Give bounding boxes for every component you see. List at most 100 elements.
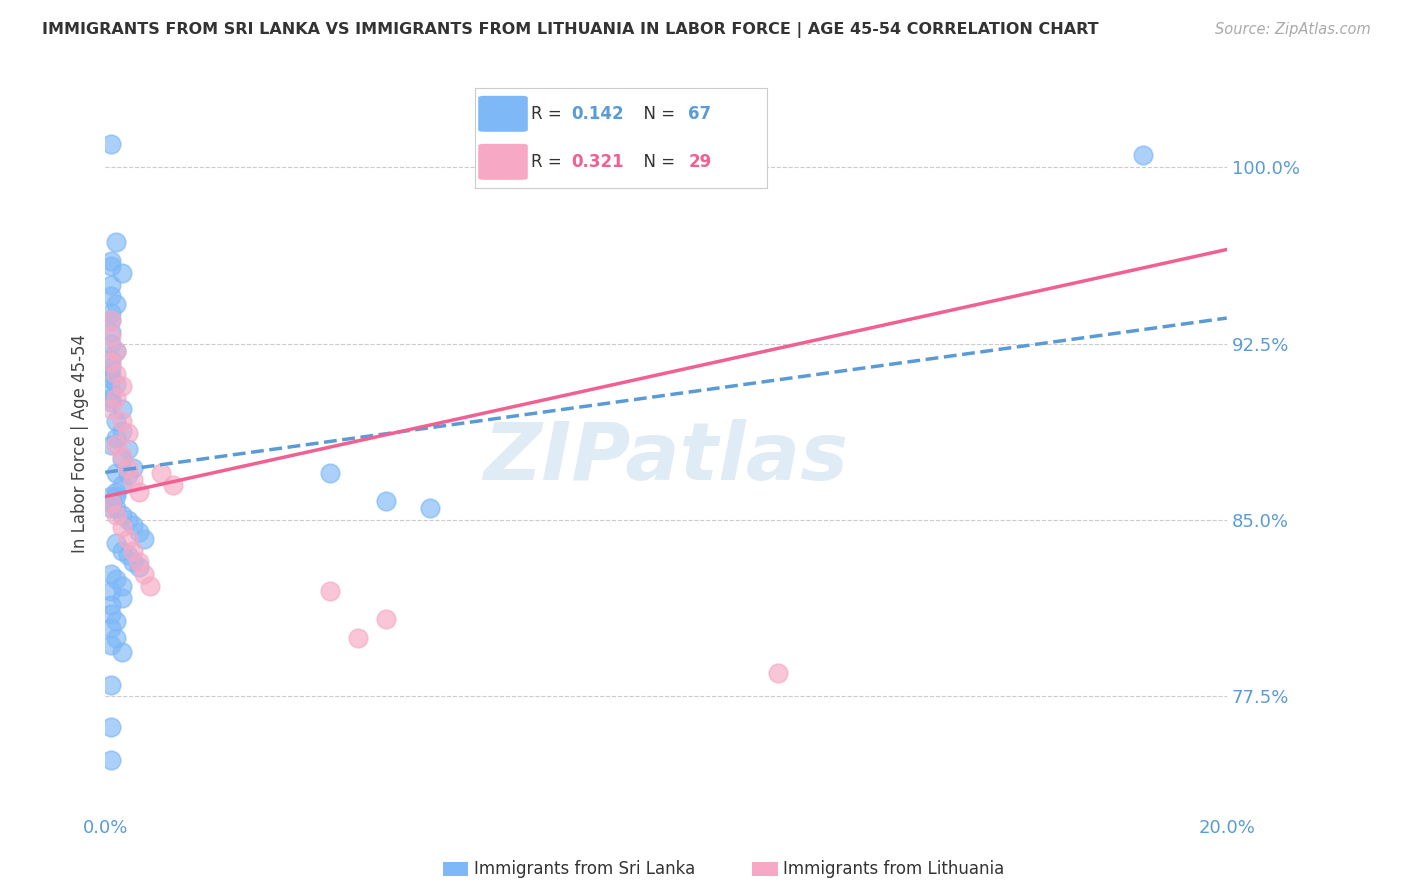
Point	[139, 579, 162, 593]
Point	[105, 391, 128, 405]
Point	[117, 461, 139, 475]
Point	[111, 379, 134, 393]
Point	[100, 254, 122, 268]
Point	[100, 136, 122, 151]
Point	[100, 501, 122, 516]
Point	[122, 555, 145, 569]
Point	[105, 490, 128, 504]
Point	[105, 431, 128, 445]
Point	[105, 367, 128, 381]
Point	[100, 391, 122, 405]
Point	[100, 325, 122, 339]
Point	[128, 560, 150, 574]
Point	[100, 720, 122, 734]
Point	[105, 536, 128, 550]
Point	[111, 508, 134, 523]
Point	[111, 402, 134, 417]
Point	[117, 548, 139, 562]
Point	[100, 355, 122, 369]
Point	[111, 477, 134, 491]
Point	[122, 473, 145, 487]
Point	[111, 520, 134, 534]
Point	[134, 567, 156, 582]
Point	[105, 484, 128, 499]
Point	[374, 612, 396, 626]
Point	[100, 384, 122, 398]
Point	[111, 414, 134, 428]
Point	[100, 313, 122, 327]
Point	[100, 306, 122, 320]
Point	[128, 484, 150, 499]
Point	[162, 477, 184, 491]
Point	[100, 490, 122, 504]
Point	[105, 501, 128, 516]
Point	[100, 598, 122, 612]
Point	[100, 395, 122, 409]
Point	[111, 266, 134, 280]
Point	[100, 277, 122, 292]
Point	[100, 496, 122, 510]
Point	[100, 313, 122, 327]
Point	[105, 438, 128, 452]
Point	[100, 678, 122, 692]
Point	[100, 438, 122, 452]
Point	[105, 343, 128, 358]
Point	[111, 579, 134, 593]
Point	[111, 451, 134, 466]
Point	[105, 414, 128, 428]
Point	[318, 583, 340, 598]
Point	[100, 638, 122, 652]
Point	[346, 631, 368, 645]
Point	[105, 296, 128, 310]
Point	[122, 543, 145, 558]
Point	[105, 343, 128, 358]
Point	[100, 567, 122, 582]
Text: Immigrants from Sri Lanka: Immigrants from Sri Lanka	[474, 860, 695, 878]
Text: Immigrants from Lithuania: Immigrants from Lithuania	[783, 860, 1004, 878]
Point	[111, 543, 134, 558]
Point	[318, 466, 340, 480]
Point	[100, 353, 122, 368]
Point	[117, 532, 139, 546]
Point	[374, 494, 396, 508]
Point	[105, 235, 128, 250]
Point	[100, 402, 122, 417]
Point	[766, 665, 789, 680]
Point	[111, 591, 134, 605]
Point	[1132, 148, 1154, 162]
Point	[105, 376, 128, 391]
Point	[100, 621, 122, 635]
Point	[100, 367, 122, 381]
Point	[100, 359, 122, 374]
Point	[100, 289, 122, 303]
Point	[117, 468, 139, 483]
Point	[105, 572, 128, 586]
Point	[100, 329, 122, 343]
Point	[100, 372, 122, 386]
Point	[100, 336, 122, 351]
Text: Source: ZipAtlas.com: Source: ZipAtlas.com	[1215, 22, 1371, 37]
Point	[100, 583, 122, 598]
Point	[100, 496, 122, 510]
Point	[100, 607, 122, 621]
Point	[105, 631, 128, 645]
Point	[105, 508, 128, 523]
Point	[122, 517, 145, 532]
Point	[105, 466, 128, 480]
Point	[150, 466, 173, 480]
Point	[100, 259, 122, 273]
Point	[111, 645, 134, 659]
Point	[419, 501, 441, 516]
Point	[122, 461, 145, 475]
Text: ZIPatlas: ZIPatlas	[484, 419, 848, 498]
Point	[105, 614, 128, 628]
Point	[128, 524, 150, 539]
Point	[128, 555, 150, 569]
Point	[117, 513, 139, 527]
Text: IMMIGRANTS FROM SRI LANKA VS IMMIGRANTS FROM LITHUANIA IN LABOR FORCE | AGE 45-5: IMMIGRANTS FROM SRI LANKA VS IMMIGRANTS …	[42, 22, 1099, 38]
Point	[117, 425, 139, 440]
Point	[100, 753, 122, 767]
Point	[134, 532, 156, 546]
Point	[111, 450, 134, 464]
Point	[111, 424, 134, 438]
